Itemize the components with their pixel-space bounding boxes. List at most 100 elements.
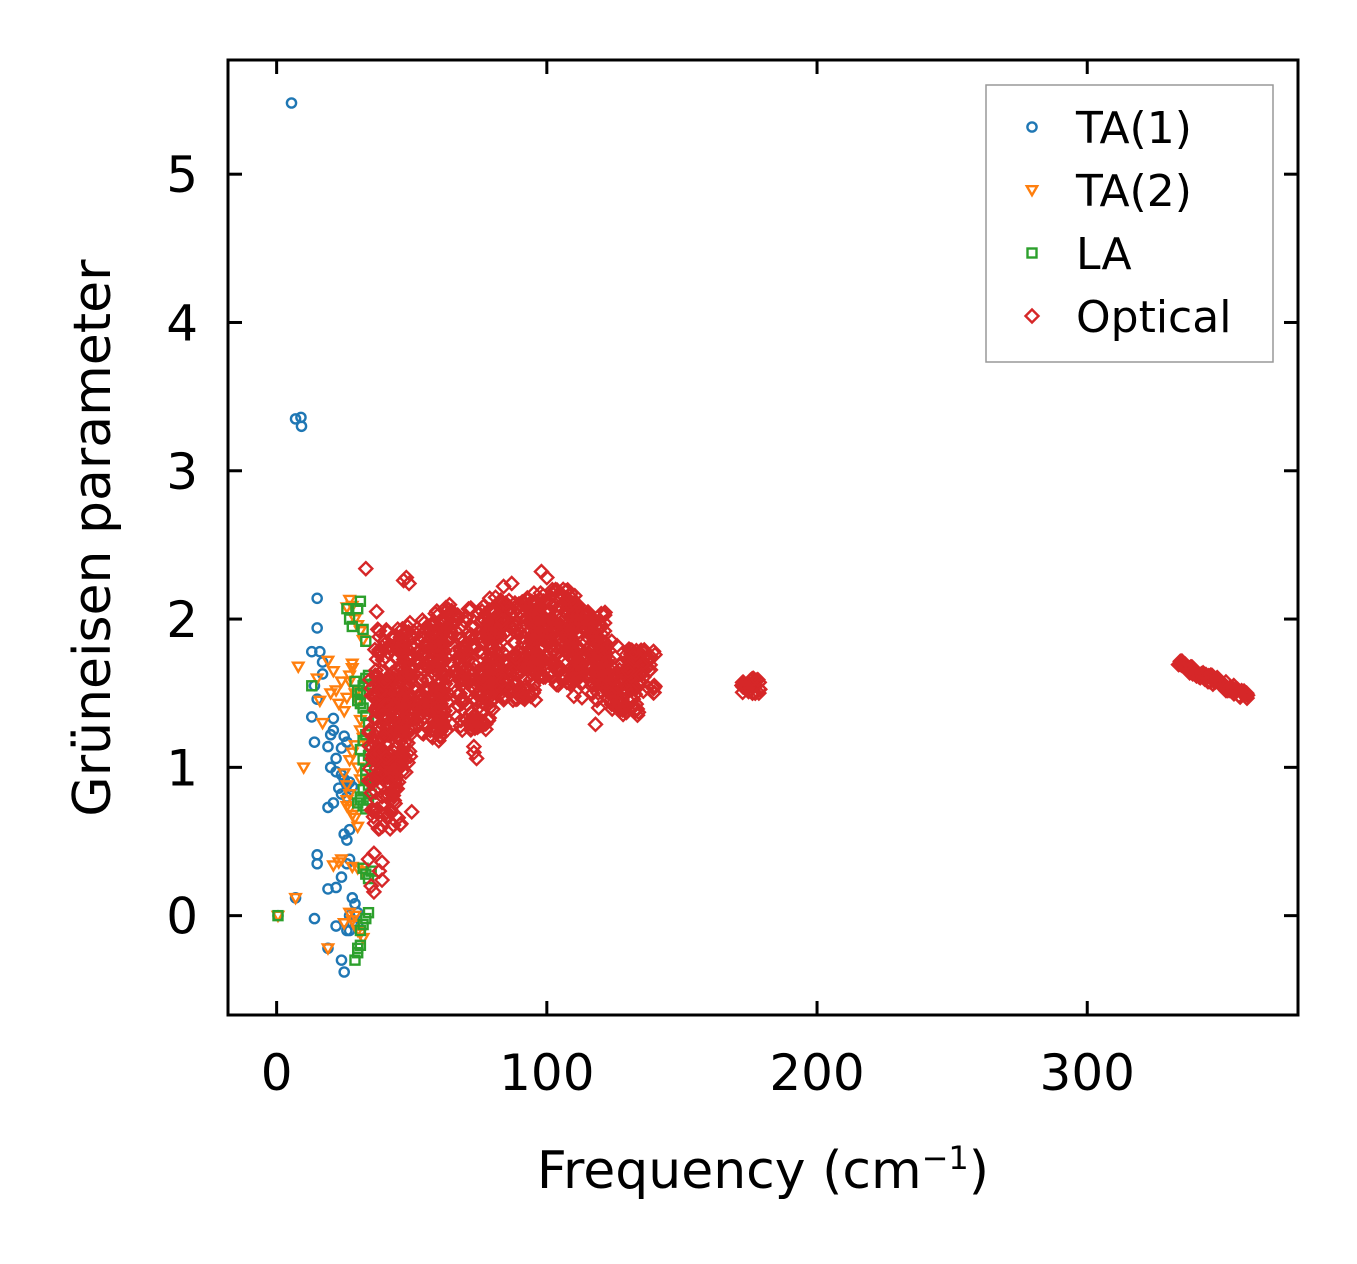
data-point-optical [572,654,590,672]
data-point-ta-2 [312,695,328,709]
data-point-optical [367,662,385,679]
data-point-ta-2 [339,692,355,706]
data-point-optical [465,638,482,655]
data-point-optical [357,560,375,577]
data-point-optical [436,718,453,735]
data-point-la [354,791,367,803]
data-point-ta-1 [332,782,345,794]
data-point-la [365,865,377,877]
data-point-optical [366,746,383,763]
data-point-optical [482,641,500,658]
data-point-ta-1 [330,752,342,765]
plot-frame [226,58,1300,1017]
data-point-optical [403,803,420,821]
data-point-la [341,602,353,615]
legend-entry-ta-2: TA(2) [1024,166,1192,217]
data-point-optical [507,645,524,662]
data-point-ta-2 [296,762,311,775]
data-point-ta-1 [341,834,353,846]
data-point-optical [562,648,580,665]
data-point-optical [389,780,406,797]
axis-ticks: 0 100 200 300 0 1 2 3 4 5 [166,60,1298,1102]
series-optical [357,560,1256,901]
data-point-optical [367,791,385,809]
x-axis-title: Frequency (cm−1) [537,1139,989,1201]
data-point-optical [488,661,506,678]
data-point-ta-2 [331,698,347,712]
data-point-optical [646,646,664,663]
data-point-ta-1 [338,828,350,840]
data-point-optical [610,699,627,716]
data-point-ta-2 [328,685,344,698]
data-point-optical [538,569,556,586]
data-point-optical [400,575,418,592]
legend-marker [1023,307,1041,325]
data-point-la [357,623,369,636]
data-point-optical [573,689,591,706]
data-point-optical [433,634,450,651]
data-point-ta-1 [311,592,323,605]
data-point-optical [401,614,419,631]
data-point-ta-2 [342,754,357,768]
data-point-la [351,942,364,954]
data-point-optical [454,721,471,739]
data-point-optical [378,749,395,766]
data-point-optical [445,607,462,625]
data-point-ta-2 [347,812,363,826]
data-point-optical [633,666,650,683]
data-point-optical [481,601,498,619]
data-point-optical [619,662,637,680]
data-point-la [354,924,367,937]
data-point-optical [534,667,551,684]
data-point-la [354,939,367,952]
data-point-optical [433,718,450,735]
data-point-optical [490,656,507,673]
data-point-ta-2 [336,706,352,719]
data-point-optical [749,671,767,688]
data-point-ta-1 [308,736,321,748]
data-point-optical [511,603,528,621]
data-point-ta-1 [311,857,323,870]
data-point-ta-2 [315,717,330,731]
data-point-ta-2 [320,655,336,669]
data-point-optical [365,710,383,728]
data-point-optical [544,586,562,603]
data-point-optical [632,673,650,691]
data-point-optical [485,603,503,620]
data-point-optical [365,808,382,825]
data-point-ta-2 [336,918,352,931]
data-points [270,97,1256,978]
y-tick-label: 5 [166,146,198,204]
data-point-optical [393,724,410,741]
data-point-optical [583,642,600,659]
legend-marker [1026,121,1038,133]
data-point-optical [532,584,549,602]
data-point-la [357,918,369,931]
data-point-optical [441,596,458,613]
data-point-optical [1239,687,1256,704]
data-point-optical [596,636,614,653]
data-point-optical [417,696,434,713]
data-point-optical [368,759,386,777]
y-tick-label: 2 [166,591,198,649]
data-point-optical [563,622,581,640]
data-point-ta-1 [308,912,321,925]
y-tick-label: 1 [166,739,198,797]
data-point-ta-2 [334,854,349,867]
data-point-optical [375,728,393,745]
data-point-optical [377,648,394,666]
data-point-optical [493,612,511,629]
data-point-optical [442,624,460,641]
data-point-optical [574,632,592,650]
data-point-optical [506,635,523,652]
data-point-ta-2 [290,661,306,675]
data-point-optical [584,685,601,702]
data-point-optical [388,739,405,756]
data-point-optical [427,622,445,639]
data-point-optical [466,719,484,737]
data-point-ta-2 [339,780,355,793]
data-point-optical [368,746,385,763]
data-point-optical [430,732,447,749]
data-point-optical [426,699,443,717]
